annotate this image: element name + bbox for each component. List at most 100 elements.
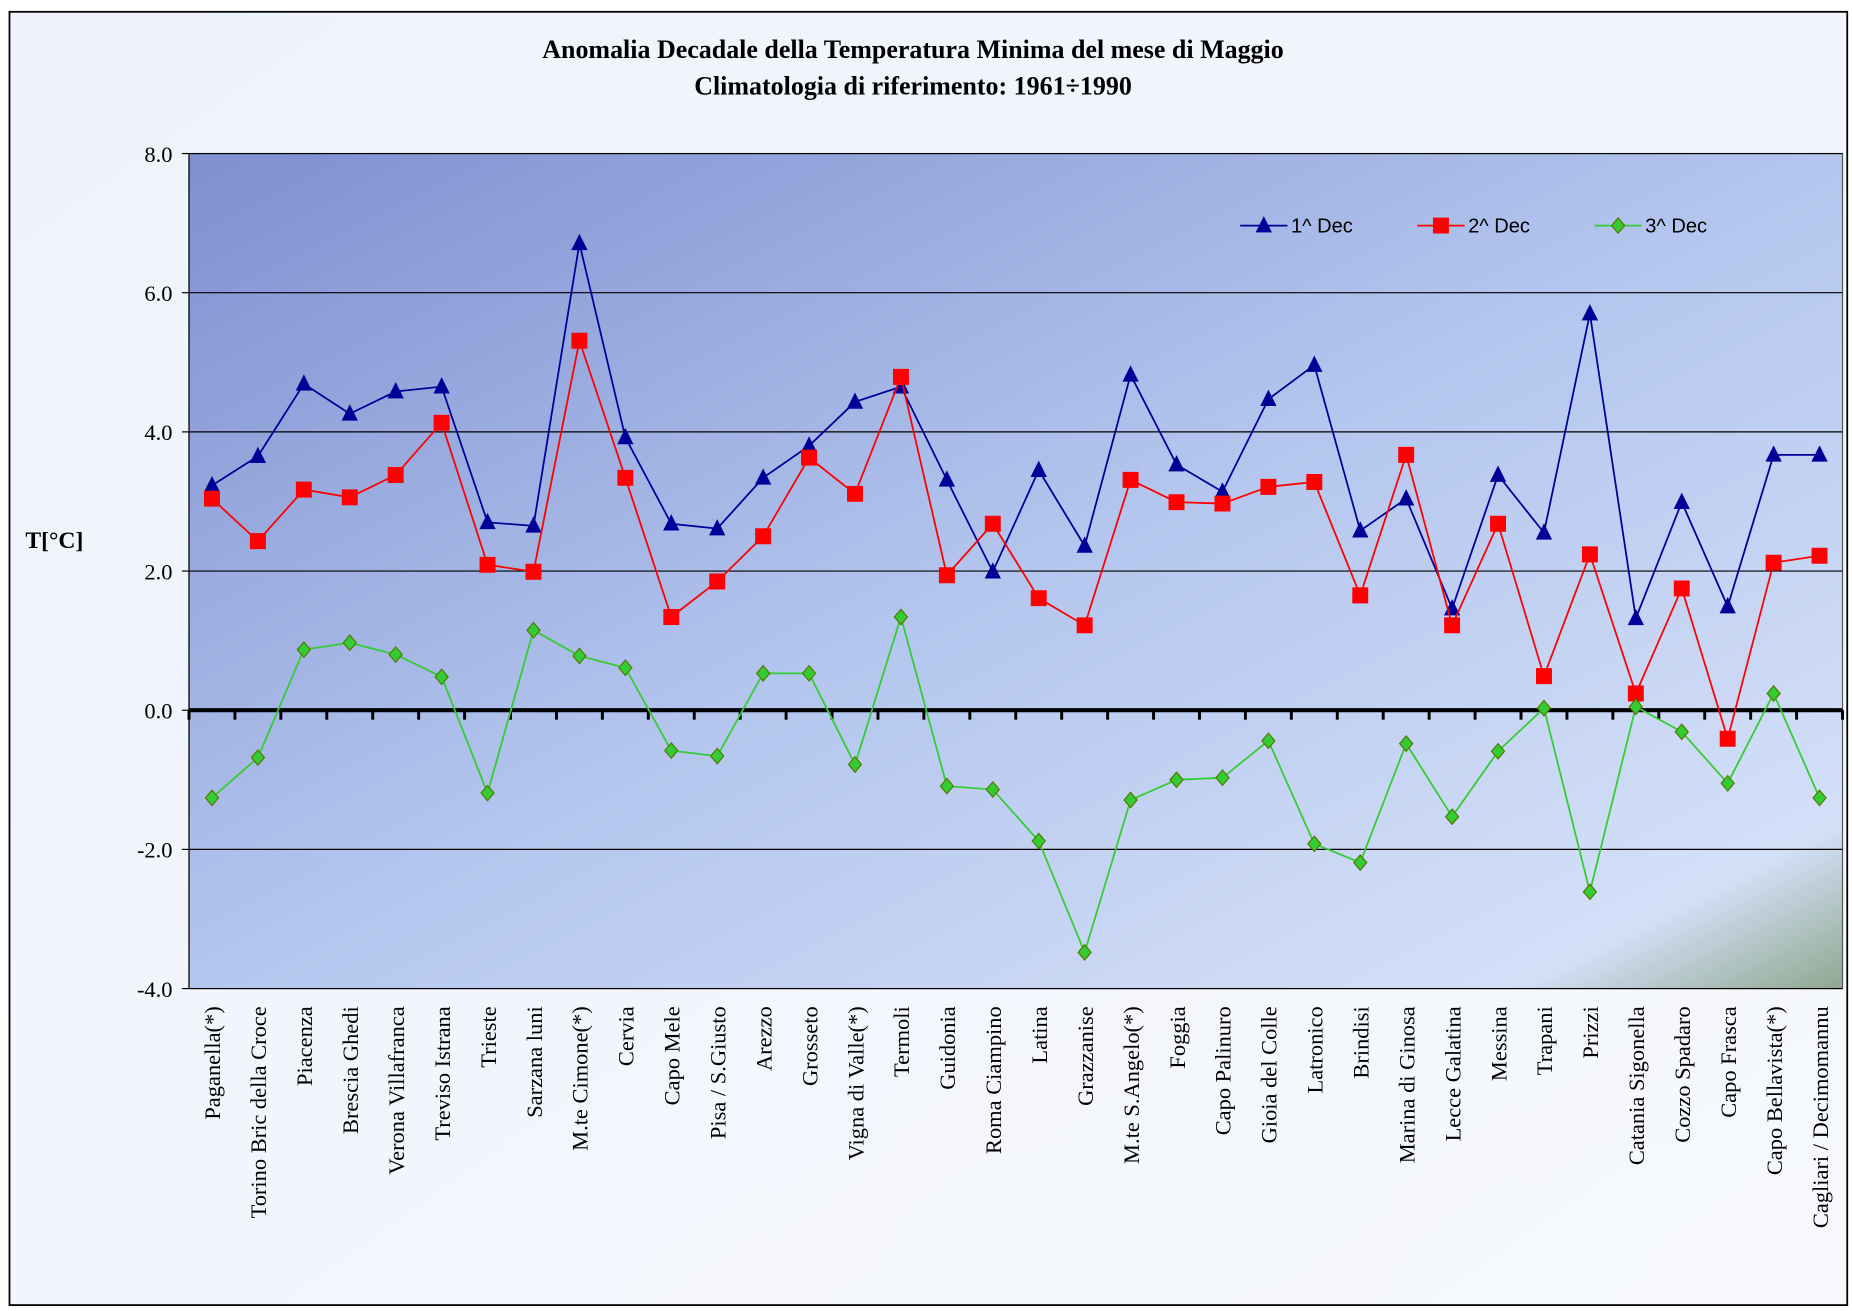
marker [985, 780, 1001, 799]
marker [1168, 455, 1185, 472]
x-tick-label: Grosseto [797, 1006, 822, 1086]
marker [1260, 389, 1277, 406]
marker [479, 512, 496, 530]
x-tick-label: Torino Bric della Croce [246, 1006, 271, 1218]
marker [1076, 617, 1093, 634]
marker [1352, 587, 1369, 604]
marker [1489, 465, 1507, 482]
marker [433, 414, 450, 431]
x-tick-label: Messina [1486, 1006, 1511, 1081]
legend-marker [1255, 216, 1272, 233]
marker [1582, 883, 1598, 901]
marker [1811, 547, 1828, 564]
x-tick-label: Cagliari / Decimomannu [1808, 1006, 1833, 1228]
marker [754, 468, 772, 485]
marker [1627, 685, 1644, 702]
x-tick-label: Grazzanise [1073, 1006, 1098, 1106]
marker [249, 446, 267, 464]
x-tick-label: M.te S.Angelo(*) [1119, 1006, 1144, 1164]
marker [1123, 791, 1138, 809]
marker [1674, 723, 1690, 741]
marker [617, 427, 634, 445]
marker [1306, 474, 1323, 490]
x-tick-label: Cozzo Spadaro [1670, 1006, 1695, 1142]
x-tick-label: Trieste [476, 1006, 501, 1068]
marker [801, 664, 817, 682]
chart-title: Anomalia Decadale della Temperatura Mini… [542, 35, 1284, 64]
marker [295, 481, 312, 498]
x-tick-label: Capo Bellavista(*) [1762, 1006, 1787, 1175]
legend-label: 3^ Dec [1645, 216, 1707, 238]
marker [1444, 617, 1461, 634]
x-tick-label: Brescia Ghedi [338, 1006, 363, 1134]
legend-marker [1610, 216, 1626, 235]
marker [618, 659, 633, 677]
x-tick-label: Catania Sigonella [1624, 1006, 1649, 1165]
marker [1536, 699, 1552, 717]
marker [892, 368, 909, 385]
marker [387, 467, 404, 483]
marker [296, 641, 312, 659]
marker [709, 747, 725, 765]
marker [1398, 489, 1415, 506]
marker [1720, 774, 1735, 792]
series [204, 608, 1827, 961]
marker [1076, 536, 1093, 553]
marker [341, 489, 358, 506]
marker [341, 404, 358, 421]
marker [342, 634, 358, 652]
marker [847, 485, 863, 502]
marker [387, 382, 404, 399]
x-tick-label: M.te Cimone(*) [568, 1006, 593, 1151]
marker [250, 748, 266, 767]
x-tick-label: Latina [1027, 1006, 1052, 1063]
marker [1122, 471, 1139, 488]
x-tick-label: Capo Palinuro [1211, 1006, 1236, 1135]
marker [1215, 769, 1230, 787]
marker [1765, 554, 1782, 571]
marker [984, 515, 1001, 532]
marker [1673, 580, 1690, 597]
x-tick-label: Brindisi [1349, 1006, 1374, 1078]
marker [1581, 304, 1599, 321]
marker [480, 784, 495, 802]
marker [1031, 832, 1046, 850]
chart-subtitle: Climatologia di riferimento: 1961÷1990 [694, 71, 1132, 100]
marker [203, 490, 220, 507]
marker [893, 608, 909, 626]
marker [663, 609, 680, 625]
marker [1306, 355, 1323, 372]
x-tick-label: Paganella(*) [200, 1006, 225, 1119]
marker [1628, 698, 1644, 716]
marker [1719, 597, 1736, 614]
x-tick-label: Vigna di Valle(*) [843, 1006, 868, 1160]
legend-label: 1^ Dec [1291, 216, 1353, 238]
marker [938, 470, 956, 487]
marker [1352, 521, 1369, 538]
series-line [211, 243, 1820, 622]
marker [479, 556, 496, 573]
x-tick-label: Piacenza [292, 1006, 317, 1086]
marker [1719, 730, 1736, 747]
y-tick-label: 0.0 [144, 698, 172, 723]
y-tick-label: 4.0 [144, 420, 172, 445]
y-axis-label: T[°C] [25, 528, 83, 554]
y-tick-label: 2.0 [144, 559, 172, 584]
marker [434, 668, 449, 686]
series [203, 233, 1828, 626]
series [203, 332, 1828, 747]
marker [847, 755, 863, 774]
x-tick-label: Verona Villafranca [384, 1006, 409, 1174]
series-line [211, 613, 1821, 956]
marker [1398, 446, 1415, 463]
marker [388, 645, 403, 664]
marker [1122, 365, 1139, 382]
marker [1627, 608, 1644, 626]
x-tick-label: Capo Frasca [1716, 1006, 1741, 1118]
marker [1398, 735, 1414, 753]
marker [571, 332, 588, 349]
marker [846, 392, 864, 409]
marker [755, 528, 772, 545]
marker [938, 567, 955, 584]
